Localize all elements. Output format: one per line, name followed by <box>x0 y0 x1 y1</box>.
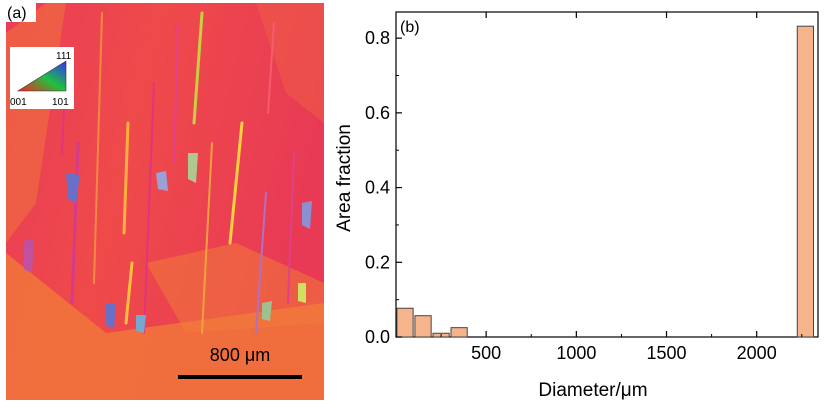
ebsd-small-grains <box>24 153 312 333</box>
x-axis-label: Diameter/μm <box>538 380 647 401</box>
scale-bar-label: 800 μm <box>210 345 270 365</box>
panel-a-label: (a) <box>7 5 27 22</box>
ebsd-map-panel: 111 001 101 (a) 800 μm <box>6 3 324 400</box>
chart-bars <box>396 25 814 338</box>
ipf-label-111: 111 <box>56 51 72 62</box>
bar-1 <box>414 315 432 338</box>
x-tick-label-3: 2000 <box>737 343 777 363</box>
panel-b-label: (b) <box>400 19 420 36</box>
ipf-triangle <box>16 60 67 92</box>
x-tick-label-1: 1000 <box>556 343 596 363</box>
chart-axes <box>395 11 819 338</box>
y-tick-label-2: 0.4 <box>365 178 390 198</box>
x-tick-label-0: 500 <box>471 343 501 363</box>
scale-bar: 800 μm <box>178 345 302 379</box>
y-tick-label-0: 0.0 <box>365 327 390 347</box>
y-tick-label-4: 0.8 <box>365 28 390 48</box>
bar-0 <box>396 307 414 338</box>
ebsd-grain-streaks <box>61 11 295 334</box>
bar-4 <box>796 25 814 338</box>
ipf-label-101: 101 <box>52 97 69 108</box>
bar-3 <box>450 327 468 338</box>
y-tick-label-1: 0.2 <box>365 252 390 272</box>
ipf-label-001: 001 <box>10 97 27 108</box>
x-tick-label-2: 1500 <box>646 343 686 363</box>
chart-ticks: 500 1000 1500 2000 0.0 0.2 0.4 0.6 0.8 <box>365 12 803 363</box>
y-tick-label-3: 0.6 <box>365 103 390 123</box>
y-axis-label: Area fraction <box>334 124 355 232</box>
area-fraction-chart: 500 1000 1500 2000 0.0 0.2 0.4 0.6 0.8 (b) Diame… <box>334 11 819 401</box>
scale-bar-line <box>178 375 302 379</box>
ipf-color-legend: 111 001 101 <box>10 47 74 109</box>
plot-frame <box>395 11 819 338</box>
